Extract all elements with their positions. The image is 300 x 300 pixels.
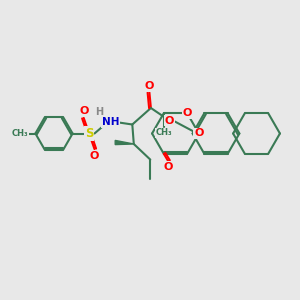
Text: O: O — [165, 116, 174, 126]
Text: O: O — [182, 108, 192, 118]
Text: H: H — [95, 106, 103, 117]
Text: CH₃: CH₃ — [155, 128, 172, 137]
Text: NH: NH — [102, 117, 119, 127]
Text: O: O — [79, 106, 88, 116]
Text: O: O — [90, 151, 99, 161]
Text: S: S — [85, 127, 93, 140]
Text: O: O — [145, 81, 154, 91]
Text: O: O — [164, 162, 173, 172]
Text: O: O — [194, 128, 204, 139]
Text: CH₃: CH₃ — [12, 129, 29, 138]
Polygon shape — [115, 140, 134, 145]
